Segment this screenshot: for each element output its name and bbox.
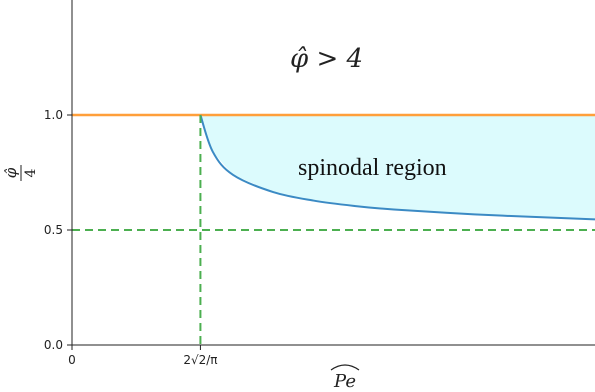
spinodal-region-fill bbox=[200, 115, 595, 220]
ticks: 0.0 0.5 1.0 0 2√2/π bbox=[44, 108, 218, 367]
y-tick-label: 0.0 bbox=[44, 338, 63, 352]
x-tick-label: 0 bbox=[68, 353, 76, 367]
phi-gt-4-label: φ̂ > 4 bbox=[290, 44, 363, 74]
x-axis-label: Pe bbox=[330, 364, 360, 392]
spinodal-region-label: spinodal region bbox=[298, 155, 447, 181]
svg-text:4: 4 bbox=[23, 168, 39, 177]
y-tick-label: 0.5 bbox=[44, 223, 63, 237]
svg-text:Pe: Pe bbox=[333, 371, 356, 392]
svg-text:φ̂: φ̂ bbox=[2, 167, 20, 178]
y-axis-label: φ̂ 4 bbox=[2, 165, 39, 181]
axes bbox=[71, 0, 595, 346]
x-tick-label: 2√2/π bbox=[183, 353, 217, 367]
plot-area bbox=[72, 113, 595, 345]
spinodal-curve bbox=[199, 114, 595, 221]
y-tick-label: 1.0 bbox=[44, 108, 63, 122]
